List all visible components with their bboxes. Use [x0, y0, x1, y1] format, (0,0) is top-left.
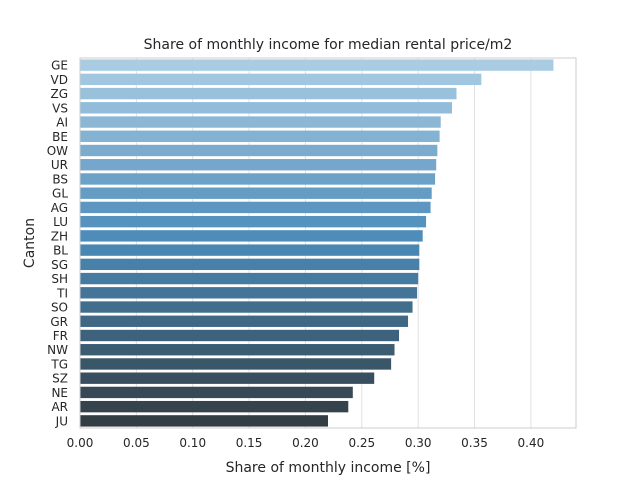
bar-gr: [80, 315, 409, 327]
x-tick-label: 0.30: [405, 436, 432, 450]
bar-bl: [80, 244, 420, 256]
y-tick-label-ur: UR: [51, 158, 68, 172]
bar-ju: [80, 415, 328, 427]
y-tick-label-gr: GR: [50, 315, 68, 329]
bar-sz: [80, 372, 375, 384]
bar-ne: [80, 386, 353, 399]
bar-ti: [80, 287, 418, 299]
bar-vs: [80, 102, 452, 114]
y-tick-label-fr: FR: [53, 329, 68, 343]
bar-gl: [80, 187, 432, 199]
bar-nw: [80, 344, 395, 356]
y-tick-label-vd: VD: [51, 73, 68, 87]
bar-ur: [80, 159, 437, 171]
y-tick-label-ju: JU: [55, 414, 68, 428]
y-tick-label-be: BE: [52, 130, 68, 144]
bar-zh: [80, 230, 423, 242]
y-tick-label-nw: NW: [47, 343, 68, 357]
y-tick-label-ti: TI: [56, 286, 68, 300]
y-tick-label-ow: OW: [47, 144, 68, 158]
bar-vd: [80, 73, 482, 86]
x-tick-label: 0.15: [236, 436, 263, 450]
x-tick-label: 0.40: [518, 436, 545, 450]
x-tick-label: 0.35: [461, 436, 488, 450]
bar-lu: [80, 215, 427, 228]
x-tick-label: 0.00: [67, 436, 94, 450]
bar-sh: [80, 272, 419, 285]
y-tick-label-ag: AG: [51, 201, 68, 215]
y-tick-label-bs: BS: [52, 172, 68, 186]
y-tick-label-ar: AR: [51, 400, 68, 414]
bar-so: [80, 301, 413, 313]
y-tick-label-ge: GE: [51, 59, 68, 73]
bar-ag: [80, 201, 431, 214]
y-tick-label-sz: SZ: [52, 372, 68, 386]
y-tick-labels: GEVDZGVSAIBEOWURBSGLAGLUZHBLSGSHTISOGRFR…: [47, 59, 69, 429]
y-tick-label-ai: AI: [56, 116, 68, 130]
y-tick-label-zg: ZG: [50, 87, 68, 101]
bar-sg: [80, 258, 420, 271]
y-tick-label-vs: VS: [52, 101, 68, 115]
y-axis-label: Canton: [22, 218, 38, 268]
x-tick-label: 0.05: [123, 436, 150, 450]
bar-tg: [80, 358, 392, 370]
bar-ow: [80, 144, 438, 157]
x-tick-label: 0.20: [292, 436, 319, 450]
bar-ge: [80, 59, 554, 71]
bar-zg: [80, 87, 457, 100]
plot-frame: [79, 57, 577, 429]
bars-group: [80, 59, 554, 427]
x-axis-label: Share of monthly income [%]: [226, 460, 431, 476]
x-tick-label: 0.25: [348, 436, 375, 450]
chart-title: Share of monthly income for median renta…: [144, 37, 513, 53]
x-tick-labels: 0.00 0.05 0.10 0.15 0.20 0.25 0.30 0.35 0.40: [67, 436, 545, 450]
bar-ai: [80, 116, 441, 128]
y-tick-label-zh: ZH: [51, 229, 68, 243]
bar-ar: [80, 400, 349, 413]
bar-be: [80, 130, 440, 142]
x-tick-label: 0.10: [179, 436, 206, 450]
y-tick-label-ne: NE: [51, 386, 68, 400]
y-tick-label-sh: SH: [51, 272, 68, 286]
y-tick-label-lu: LU: [53, 215, 68, 229]
y-tick-label-bl: BL: [53, 244, 68, 258]
y-tick-label-tg: TG: [50, 357, 68, 371]
y-tick-label-sg: SG: [51, 258, 68, 272]
y-tick-label-so: SO: [51, 301, 68, 315]
bar-bs: [80, 173, 436, 185]
bar-fr: [80, 329, 400, 342]
y-tick-label-gl: GL: [52, 187, 68, 201]
